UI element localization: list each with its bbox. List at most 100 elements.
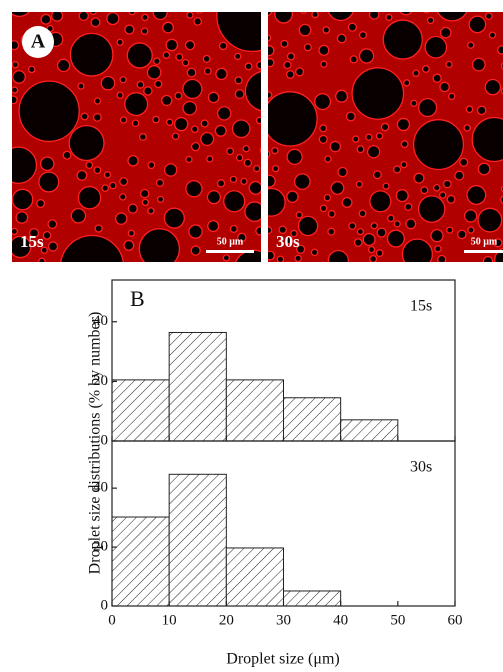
droplet	[212, 264, 219, 271]
droplet	[405, 203, 412, 210]
droplet	[468, 227, 474, 233]
droplet	[257, 117, 263, 123]
droplet	[220, 42, 227, 49]
droplet	[207, 156, 213, 162]
droplet	[153, 6, 167, 20]
droplet	[312, 11, 318, 17]
droplet	[466, 106, 472, 112]
droplet	[330, 141, 340, 151]
droplet	[273, 166, 279, 172]
droplet	[265, 227, 272, 234]
droplet	[16, 212, 28, 224]
droplet	[300, 7, 306, 13]
droplet	[447, 227, 453, 233]
droplet	[296, 212, 302, 218]
droplet	[323, 27, 329, 33]
y-tick-label: 0	[101, 432, 109, 448]
droplet	[349, 223, 356, 230]
droplet	[360, 49, 374, 63]
droplet	[195, 5, 203, 13]
droplet	[48, 220, 57, 229]
droplet	[29, 66, 35, 72]
droplet	[186, 156, 192, 162]
droplet	[158, 196, 164, 202]
droplet	[376, 133, 382, 139]
droplet	[187, 12, 193, 18]
x-tick-label: 20	[219, 612, 234, 628]
droplet	[353, 136, 359, 142]
droplet	[363, 234, 375, 246]
droplet	[467, 186, 486, 205]
droplet	[245, 63, 252, 70]
droplet	[86, 162, 93, 169]
droplet	[465, 210, 477, 222]
droplet	[39, 258, 45, 264]
droplet	[370, 256, 377, 263]
droplet	[14, 265, 23, 274]
droplet	[192, 126, 198, 132]
droplet	[191, 246, 200, 255]
droplet	[147, 66, 160, 79]
droplet	[94, 114, 102, 122]
droplet	[156, 179, 163, 186]
droplet	[478, 208, 502, 232]
droplet	[165, 164, 177, 176]
droplet	[418, 196, 444, 222]
droplet	[380, 0, 388, 7]
droplet	[464, 125, 470, 131]
droplet	[185, 41, 194, 50]
droplet	[266, 59, 274, 67]
droplet	[414, 120, 464, 170]
droplet	[117, 39, 123, 45]
scale-bar-label: 50 μm	[471, 236, 498, 247]
droplet	[208, 92, 218, 102]
bar	[284, 591, 341, 606]
droplet	[264, 46, 274, 56]
droplet	[423, 66, 430, 73]
droplet	[216, 68, 227, 79]
droplet	[440, 82, 449, 91]
bar	[226, 380, 283, 441]
droplet	[435, 246, 441, 252]
x-tick-label: 60	[448, 612, 463, 628]
droplet	[223, 255, 229, 261]
droplet	[315, 94, 331, 110]
droplet	[321, 61, 327, 67]
droplet	[257, 62, 264, 69]
droplet	[153, 116, 159, 122]
droplet	[102, 185, 108, 191]
x-tick-label: 10	[162, 612, 177, 628]
droplet	[295, 255, 301, 261]
droplet	[11, 228, 17, 234]
annotation: 30s	[410, 459, 432, 476]
droplet	[304, 44, 311, 51]
droplet	[4, 118, 10, 124]
bar	[226, 548, 283, 606]
droplet	[46, 268, 53, 275]
droplet	[249, 182, 262, 195]
droplet	[337, 34, 346, 43]
bar	[284, 398, 341, 441]
droplet	[359, 210, 366, 217]
droplet	[41, 157, 54, 170]
droplet	[447, 195, 455, 203]
droplet	[78, 187, 100, 209]
droplet	[177, 5, 183, 11]
droplet	[370, 10, 379, 19]
droplet	[81, 113, 88, 120]
droplet	[394, 166, 401, 173]
droplet	[236, 155, 242, 161]
droplet	[478, 163, 490, 175]
droplet	[320, 205, 326, 211]
droplet	[486, 13, 492, 19]
droplet	[440, 192, 446, 198]
droplet	[0, 202, 11, 213]
droplet	[411, 100, 417, 106]
droplet	[265, 92, 271, 98]
y-tick-label: 0	[101, 597, 109, 613]
x-tick-label: 50	[390, 612, 405, 628]
droplet	[189, 225, 202, 238]
droplet	[444, 180, 451, 187]
droplet	[91, 18, 100, 27]
droplet	[369, 247, 375, 253]
